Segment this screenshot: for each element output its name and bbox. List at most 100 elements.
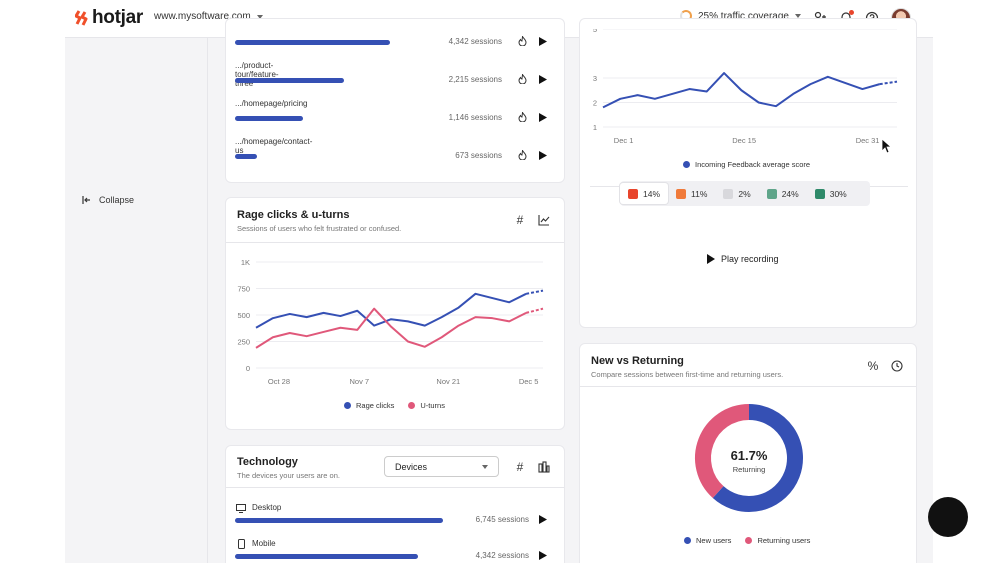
hash-icon[interactable]: # [516, 213, 524, 227]
chat-widget-button[interactable] [928, 497, 968, 537]
play-icon[interactable] [538, 112, 548, 122]
play-icon[interactable] [538, 550, 548, 560]
card-title: Rage clicks & u-turns [237, 209, 350, 221]
hash-icon[interactable]: # [516, 460, 524, 474]
y-tick-label: 5 [593, 29, 597, 34]
emoji-score-label: 30% [829, 188, 847, 199]
page-path: .../homepage/pricing [235, 99, 308, 108]
sidebar: Collapse [65, 38, 208, 563]
session-bar [235, 554, 418, 559]
notification-dot [849, 10, 854, 15]
chevron-down-icon [794, 14, 801, 18]
legend-item: Incoming Feedback average score [683, 160, 810, 169]
feedback-card: 1 2 3 5 Dec 1 Dec 15 Dec 31 Incoming Feedback … [579, 18, 917, 328]
card-divider [226, 242, 564, 243]
page-path: .../product-tour/feature-three [235, 61, 279, 88]
legend-swatch [344, 402, 351, 409]
legend-label: Rage clicks [356, 401, 395, 410]
emoji-score-option[interactable]: 2% [715, 183, 758, 204]
session-bar [235, 40, 390, 45]
donut-slice [712, 404, 803, 512]
new-vs-returning-card: New vs Returning Compare sessions betwee… [579, 343, 917, 563]
emoji-score-label: 2% [738, 188, 751, 199]
devices-dropdown[interactable]: Devices [384, 456, 499, 477]
emoji-score-option[interactable]: 24% [759, 183, 807, 204]
session-count: 6,745 sessions [475, 515, 529, 524]
site-selector[interactable]: www.mysoftware.com [154, 11, 263, 22]
page-path: .../homepage/contact-us [235, 137, 313, 155]
series-forecast-line [525, 307, 544, 314]
line-chart-icon[interactable] [537, 213, 551, 227]
emoji-face-icon [766, 188, 777, 199]
emoji-score-label: 11% [691, 188, 708, 199]
legend-item: U-turns [408, 401, 445, 410]
session-count: 4,342 sessions [448, 37, 502, 46]
legend-item: Rage clicks [344, 401, 394, 410]
heatmap-icon[interactable] [517, 36, 527, 46]
x-tick-label: Nov 21 [436, 377, 460, 386]
x-tick-label: Dec 31 [856, 136, 880, 145]
session-count: 4,342 sessions [475, 551, 529, 560]
legend-swatch [408, 402, 416, 409]
series-line [255, 307, 527, 349]
session-count: 2,215 sessions [448, 75, 502, 84]
series-forecast-line [525, 289, 544, 295]
play-icon[interactable] [538, 150, 548, 160]
legend-item: New users [684, 536, 731, 545]
emoji-score-label: 24% [781, 188, 799, 199]
emoji-score-option[interactable]: 11% [668, 183, 715, 204]
rage-chart-legend: Rage clicks U-turns [344, 401, 445, 410]
emoji-face-icon [814, 188, 825, 199]
emoji-score-label: 14% [643, 188, 661, 199]
card-subtitle: Compare sessions between first-time and … [591, 370, 784, 379]
x-tick-label: Oct 28 [268, 377, 290, 386]
site-name: www.mysoftware.com [154, 11, 251, 22]
bar-chart-icon[interactable] [537, 460, 551, 474]
emoji-score-option[interactable]: 14% [620, 183, 669, 204]
card-subtitle: The devices your users are on. [237, 471, 340, 480]
card-title: Technology [237, 456, 298, 468]
play-recording-button[interactable]: Play recording [706, 254, 779, 264]
donut-center-value: 61.7% [731, 448, 768, 463]
rage-clicks-card: Rage clicks & u-turns Sessions of users … [225, 197, 565, 430]
y-tick-label: 1K [241, 258, 250, 267]
legend-label: Returning users [757, 536, 811, 545]
technology-card: Technology The devices your users are on… [225, 445, 565, 563]
card-title: New vs Returning [591, 355, 684, 367]
series-forecast-line [879, 80, 898, 86]
top-pages-card: 4,342 sessions .../product-tour/feature-t… [225, 18, 565, 183]
app-window: hotjar www.mysoftware.com 25% traffic co… [65, 0, 933, 563]
traffic-coverage-label: 25% traffic coverage [698, 10, 789, 22]
heatmap-icon[interactable] [517, 112, 527, 122]
play-icon[interactable] [538, 36, 548, 46]
clock-icon[interactable] [890, 359, 904, 373]
emoji-score-option[interactable]: 30% [807, 183, 855, 204]
devices-dropdown-value: Devices [395, 461, 428, 472]
chevron-down-icon [256, 14, 263, 19]
feedback-score-chart: 1 2 3 5 Dec 1 Dec 15 Dec 31 [593, 29, 898, 145]
heatmap-icon[interactable] [517, 74, 527, 84]
y-tick-label: 3 [593, 74, 597, 83]
y-tick-label: 2 [593, 99, 597, 108]
session-count: 1,146 sessions [448, 113, 502, 122]
donut-legend: New users Returning users [684, 536, 810, 545]
session-count: 673 sessions [455, 151, 502, 160]
heatmap-icon[interactable] [517, 150, 527, 160]
hotjar-logo[interactable]: hotjar [75, 7, 143, 28]
x-tick-label: Dec 1 [614, 136, 634, 145]
device-label: Desktop [252, 503, 282, 512]
emoji-face-icon [723, 188, 734, 199]
collapse-button[interactable]: Collapse [82, 195, 134, 205]
device-label: Mobile [252, 539, 276, 548]
card-divider [226, 487, 564, 488]
play-icon[interactable] [538, 514, 548, 524]
legend-label: New users [696, 536, 732, 545]
session-bar [235, 154, 257, 159]
session-bar [235, 78, 344, 83]
play-icon[interactable] [538, 74, 548, 84]
logo-text: hotjar [92, 7, 143, 28]
legend-label: Incoming Feedback average score [695, 160, 811, 169]
logo-mark-icon [75, 10, 88, 26]
series-line [602, 72, 880, 109]
percent-icon[interactable]: % [867, 359, 879, 373]
